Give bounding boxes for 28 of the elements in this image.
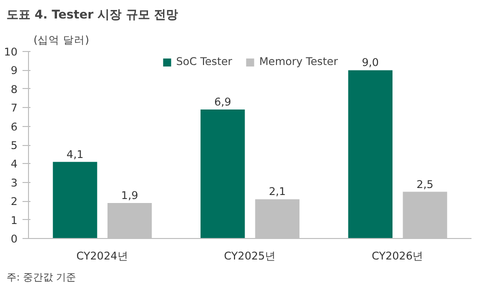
y-tick-label: 5 [10,139,18,152]
y-tick-label: 6 [10,120,18,134]
y-axis-title: (십억 달러) [34,34,90,46]
bar [200,109,245,238]
data-label: 2,5 [416,178,434,191]
chart-title: 도표 4. Tester 시장 규모 전망 [6,8,178,22]
y-tick-label: 4 [10,158,18,171]
y-tick-label: 8 [10,82,18,96]
data-label: 6,9 [214,95,232,108]
y-tick-label: 0 [10,232,18,246]
x-tick-label: CY2024년 [76,250,128,262]
x-tick-label: CY2025년 [224,250,276,262]
legend-label: SoC Tester [176,55,232,68]
text: 주: 중간값 기준 [6,272,76,284]
data-label: 1,9 [121,188,138,202]
legend-label: Memory Tester [259,55,338,68]
y-tick-label: 10 [4,46,18,58]
y-tick-label: 7 [10,102,18,115]
y-tick-label: 3 [10,176,18,190]
data-label: 2,1 [268,185,286,198]
y-tick-label: 2 [10,195,18,208]
bar [52,162,98,238]
y-tick-label: 1 [10,214,18,227]
data-label: 4,1 [66,148,84,161]
y-tick-label: 9 [10,64,18,78]
bar [348,70,392,238]
x-tick-label: CY2026년 [372,250,424,262]
data-label: 9,0 [362,56,380,70]
